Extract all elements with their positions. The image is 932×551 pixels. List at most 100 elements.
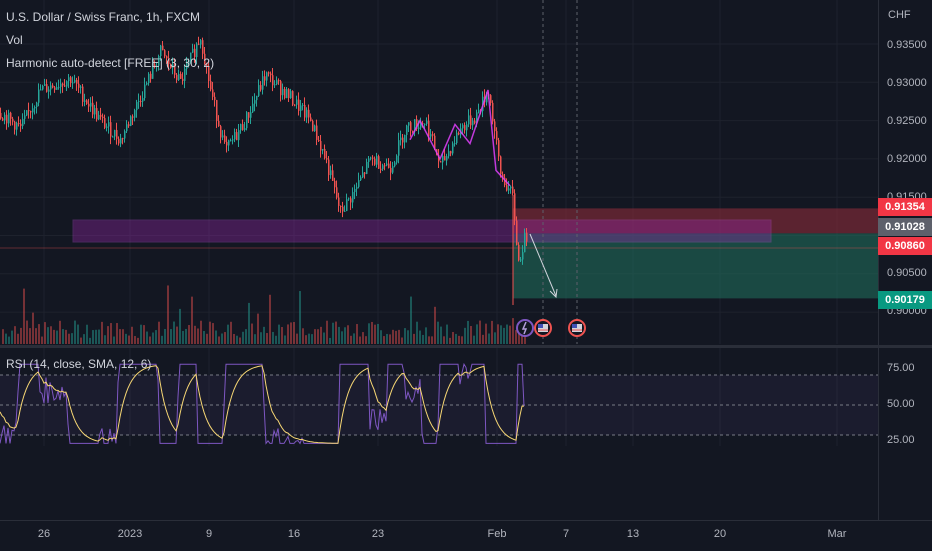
candle-body: [302, 104, 304, 106]
volume-bar: [374, 324, 376, 344]
candle-body: [34, 107, 36, 109]
time-axis[interactable]: [0, 520, 932, 551]
time-label: Feb: [487, 528, 507, 540]
candle-body: [122, 138, 124, 140]
volume-bar: [71, 333, 73, 344]
candle-body: [104, 118, 106, 128]
indicator-legend[interactable]: Harmonic auto-detect [FREE] (3, 30, 2): [6, 56, 215, 70]
volume-bar: [74, 320, 76, 344]
main-chart-pane[interactable]: [0, 0, 878, 344]
candle-body: [184, 68, 186, 82]
volume-bar: [488, 333, 490, 344]
candle-body: [172, 64, 174, 68]
volume-bar: [500, 325, 502, 344]
us-flag-event-icon[interactable]: [568, 319, 586, 337]
candle-body: [80, 86, 82, 88]
volume-bar: [272, 331, 274, 344]
candle-body: [8, 112, 10, 124]
candle-body: [82, 86, 84, 102]
candle-body: [462, 125, 464, 129]
volume-bar: [377, 323, 379, 344]
candle-body: [296, 99, 298, 105]
candle-body: [268, 72, 270, 74]
candle-body: [194, 48, 196, 57]
volume-bar: [320, 326, 322, 344]
candle-body: [46, 84, 48, 92]
price-axis[interactable]: CHF 0.93500 0.93000 0.92500 0.92000 0.91…: [878, 0, 932, 520]
volume-bar: [392, 329, 394, 344]
reward-zone: [513, 233, 878, 299]
candle-body: [408, 122, 410, 126]
candle-body: [426, 120, 428, 124]
volume-bar: [266, 333, 268, 344]
volume-bar: [422, 334, 424, 344]
volume-bar: [146, 331, 148, 344]
volume-bar: [95, 329, 97, 344]
rsi-pane[interactable]: [0, 348, 878, 446]
candle-body: [290, 91, 292, 98]
candle-body: [196, 43, 198, 57]
volume-bar: [476, 324, 478, 344]
rsi-line: [0, 362, 525, 445]
candle-body: [56, 86, 58, 90]
candle-body: [40, 89, 42, 91]
candle-body: [502, 174, 504, 178]
candle-body: [2, 118, 4, 121]
candle-body: [130, 116, 132, 126]
volume-bar: [107, 326, 109, 344]
candle-body: [36, 102, 38, 108]
candle-body: [158, 56, 160, 66]
volume-bar: [215, 330, 217, 344]
candle-body: [282, 88, 284, 96]
candle-body: [176, 74, 178, 80]
us-flag-event-icon[interactable]: [534, 319, 552, 337]
volume-bar: [68, 333, 70, 344]
candle-body: [526, 232, 528, 242]
candle-body: [284, 88, 286, 99]
rsi-legend[interactable]: RSI (14, close, SMA, 12, 6): [6, 357, 152, 371]
volume-legend[interactable]: Vol: [6, 33, 23, 47]
stop-price-tag: 0.90860: [878, 237, 932, 255]
volume-bar: [485, 323, 487, 344]
candle-body: [336, 187, 338, 198]
candle-body: [358, 180, 360, 187]
candle-body: [342, 206, 344, 212]
candle-body: [110, 122, 112, 137]
candle-body: [468, 115, 470, 125]
volume-bar: [257, 313, 259, 344]
candle-body: [504, 177, 506, 186]
projection-arrow-head: [549, 288, 558, 299]
volume-bar: [188, 325, 190, 344]
volume-bar: [62, 329, 64, 344]
pane-separator[interactable]: [0, 345, 932, 348]
volume-bar: [407, 330, 409, 344]
candle-body: [48, 89, 50, 92]
volume-bar: [20, 327, 22, 344]
candle-body: [38, 89, 40, 103]
candle-body: [522, 252, 524, 260]
candle-body: [182, 78, 184, 82]
candle-body: [346, 199, 348, 211]
candle-body: [280, 81, 282, 96]
candle-body: [132, 116, 134, 118]
candle-body: [254, 100, 256, 104]
candle-body: [148, 73, 150, 84]
candle-body: [516, 220, 518, 245]
candle-body: [216, 100, 218, 121]
volume-bar: [356, 324, 358, 344]
candle-body: [390, 167, 392, 173]
volume-bar: [245, 329, 247, 344]
candle-body: [382, 165, 384, 170]
candle-body: [260, 85, 262, 90]
candle-body: [30, 111, 32, 113]
symbol-legend[interactable]: U.S. Dollar / Swiss Franc, 1h, FXCM: [6, 10, 201, 24]
candle-body: [274, 84, 276, 86]
candlestick-chart[interactable]: [0, 0, 878, 344]
harmonic-pattern-line: [409, 89, 511, 187]
volume-bar: [467, 320, 469, 344]
rsi-chart[interactable]: [0, 348, 878, 446]
candle-body: [134, 110, 136, 118]
candle-body: [166, 56, 168, 59]
candle-body: [350, 198, 352, 203]
lightning-event-icon[interactable]: [516, 319, 534, 337]
